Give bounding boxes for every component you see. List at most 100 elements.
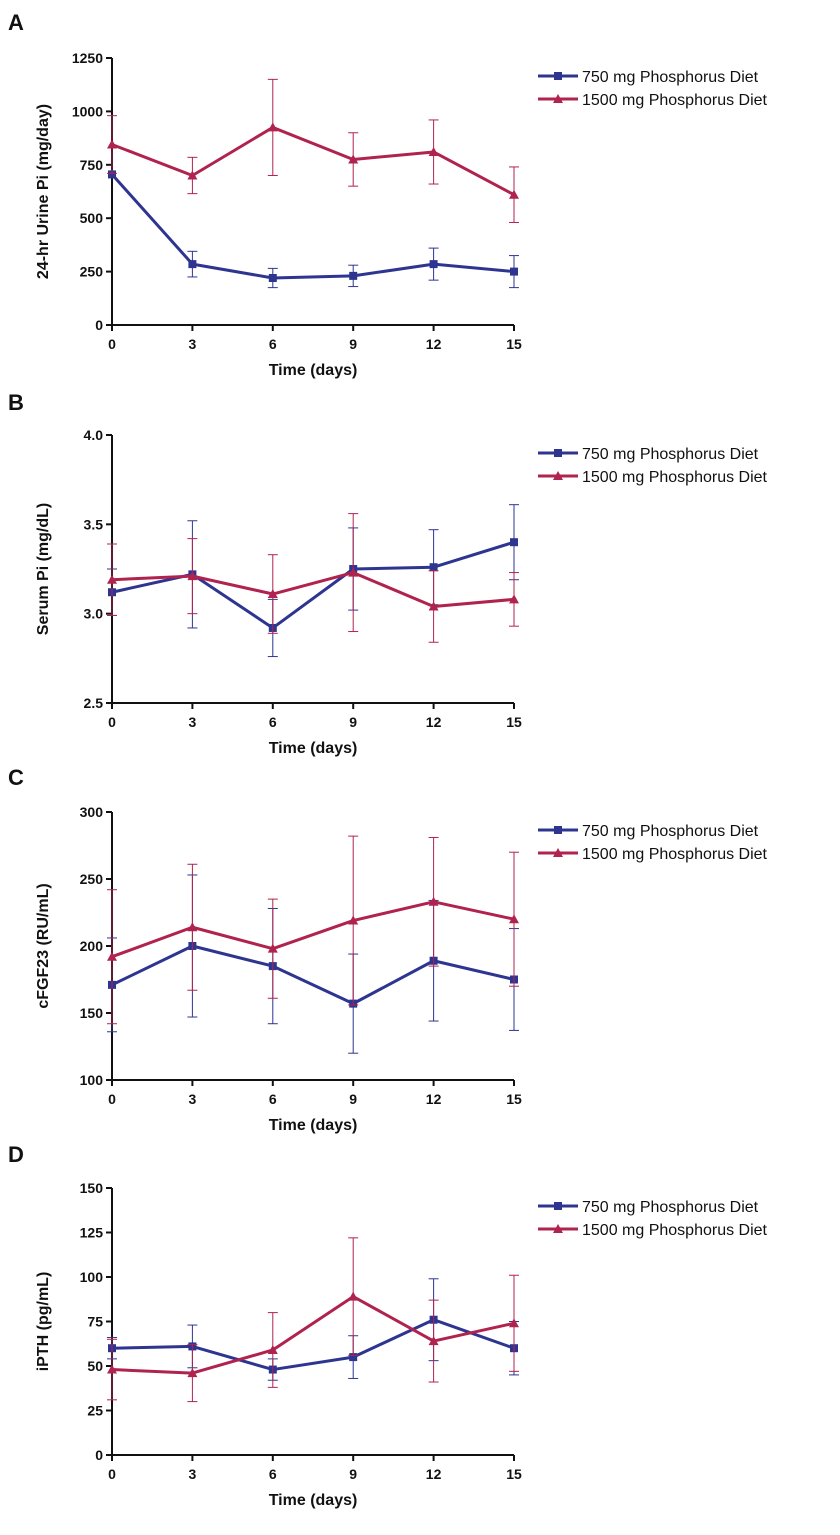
y-tick-label: 75 (87, 1314, 103, 1330)
y-tick-label: 300 (80, 804, 104, 820)
series-1500mg (107, 835, 519, 1025)
y-axis-title: 24-hr Urine Pi (mg/day) (35, 104, 52, 279)
legend: 750 mg Phosphorus Diet 1500 mg Phosphorus… (538, 823, 768, 863)
data-point-triangle (428, 896, 439, 906)
data-point-square (349, 1353, 358, 1362)
legend-label: 1500 mg Phosphorus Diet (582, 92, 768, 109)
data-point-triangle (187, 922, 198, 932)
series-line (111, 1295, 515, 1375)
legend-label: 1500 mg Phosphorus Diet (582, 1222, 768, 1239)
x-tick-label: 12 (426, 1466, 442, 1482)
data-point-triangle (509, 189, 519, 199)
legend-label: 750 mg Phosphorus Diet (582, 69, 759, 86)
y-tick-label: 25 (87, 1403, 103, 1419)
series-line (111, 900, 515, 959)
panel-letter: A (8, 10, 24, 35)
data-point-triangle (348, 154, 359, 164)
data-point-triangle (509, 594, 519, 604)
series-line (111, 1318, 515, 1372)
series-1500mg (107, 1237, 519, 1403)
x-tick-label: 9 (349, 1091, 357, 1107)
data-point-triangle (509, 1318, 519, 1328)
y-tick-label: 100 (80, 1072, 104, 1088)
x-tick-label: 0 (108, 1466, 116, 1482)
x-tick-label: 9 (349, 336, 357, 352)
series-line (111, 125, 515, 197)
series-750mg (107, 1278, 519, 1381)
series-750mg (107, 504, 519, 658)
x-tick-label: 3 (189, 336, 197, 352)
legend-label: 750 mg Phosphorus Diet (582, 446, 759, 463)
chart-panel-d: D 0 25 50 75 100 125 150 0 3 6 9 12 15 Time (days) iPTH… (8, 1142, 768, 1509)
data-point-square (108, 170, 116, 179)
x-axis-title: Time (days) (269, 1492, 358, 1509)
legend-marker-square (554, 449, 562, 457)
panel-letter: D (8, 1142, 24, 1167)
data-point-triangle (107, 574, 117, 584)
series-line (111, 944, 515, 1006)
y-axis-title: Serum Pi (mg/dL) (35, 503, 52, 635)
chart-panel-c: C 100 150 200 250 300 0 3 6 9 12 15 Time (days) cFGF2… (8, 765, 768, 1134)
data-point-triangle (348, 915, 359, 925)
x-tick-label: 15 (506, 1466, 522, 1482)
series-line (110, 173, 515, 280)
data-point-square (268, 274, 277, 283)
series-750mg (107, 874, 519, 1054)
data-point-triangle (187, 1368, 198, 1378)
legend-label: 750 mg Phosphorus Diet (582, 1199, 759, 1216)
y-axis-title: cFGF23 (RU/mL) (35, 883, 52, 1008)
legend-marker-triangle (553, 471, 563, 480)
data-point-triangle (348, 1291, 359, 1301)
legend-marker-triangle (553, 848, 563, 857)
legend: 750 mg Phosphorus Diet 1500 mg Phosphorus… (538, 69, 768, 109)
data-point-triangle (348, 567, 359, 577)
data-point-triangle (107, 1364, 117, 1374)
y-tick-label: 1250 (72, 50, 103, 66)
data-point-triangle (428, 1336, 439, 1346)
y-tick-label: 3.0 (84, 606, 104, 622)
data-point-triangle (509, 914, 519, 924)
x-tick-label: 6 (269, 336, 277, 352)
legend: 750 mg Phosphorus Diet 1500 mg Phosphorus… (538, 1199, 768, 1239)
y-tick-label: 100 (80, 1269, 104, 1285)
x-axis-title: Time (days) (269, 1117, 358, 1134)
y-tick-label: 1000 (72, 103, 103, 119)
x-tick-label: 0 (108, 714, 116, 730)
x-axis-title: Time (days) (269, 740, 358, 757)
data-point-square (510, 538, 518, 547)
data-point-triangle (428, 146, 439, 156)
data-point-square (349, 271, 358, 280)
x-axis-title: Time (days) (269, 362, 358, 379)
chart-panel-b: B 2.5 3.0 3.5 4.0 0 3 6 9 12 15 Time (days) Serum Pi… (8, 390, 768, 757)
x-tick-label: 12 (426, 336, 442, 352)
data-point-triangle (267, 1344, 278, 1354)
chart-panel-a: A 0 250 500 750 1000 1250 0 3 6 9 12 15 Time (days) 24… (8, 10, 768, 379)
y-tick-label: 3.5 (84, 516, 104, 532)
y-tick-label: 200 (80, 938, 104, 954)
x-tick-label: 3 (189, 714, 197, 730)
y-tick-label: 750 (80, 157, 104, 173)
x-tick-label: 15 (506, 1091, 522, 1107)
series-line (111, 540, 515, 630)
data-point-triangle (428, 601, 439, 611)
y-tick-label: 150 (80, 1005, 104, 1021)
data-point-square (429, 260, 438, 269)
x-tick-label: 15 (506, 336, 522, 352)
y-tick-label: 125 (80, 1225, 104, 1241)
x-tick-label: 0 (108, 336, 116, 352)
data-point-triangle (187, 170, 198, 180)
data-point-square (429, 563, 438, 572)
data-point-triangle (267, 589, 278, 599)
x-tick-label: 9 (349, 714, 357, 730)
legend-marker-triangle (553, 94, 563, 103)
series-line (111, 571, 515, 609)
series-1500mg (107, 513, 519, 643)
x-tick-label: 3 (189, 1466, 197, 1482)
data-point-triangle (267, 943, 278, 953)
legend: 750 mg Phosphorus Diet 1500 mg Phosphorus… (538, 446, 768, 486)
x-tick-label: 15 (506, 714, 522, 730)
y-tick-label: 500 (80, 210, 104, 226)
x-tick-label: 6 (269, 1091, 277, 1107)
data-point-triangle (107, 951, 117, 961)
